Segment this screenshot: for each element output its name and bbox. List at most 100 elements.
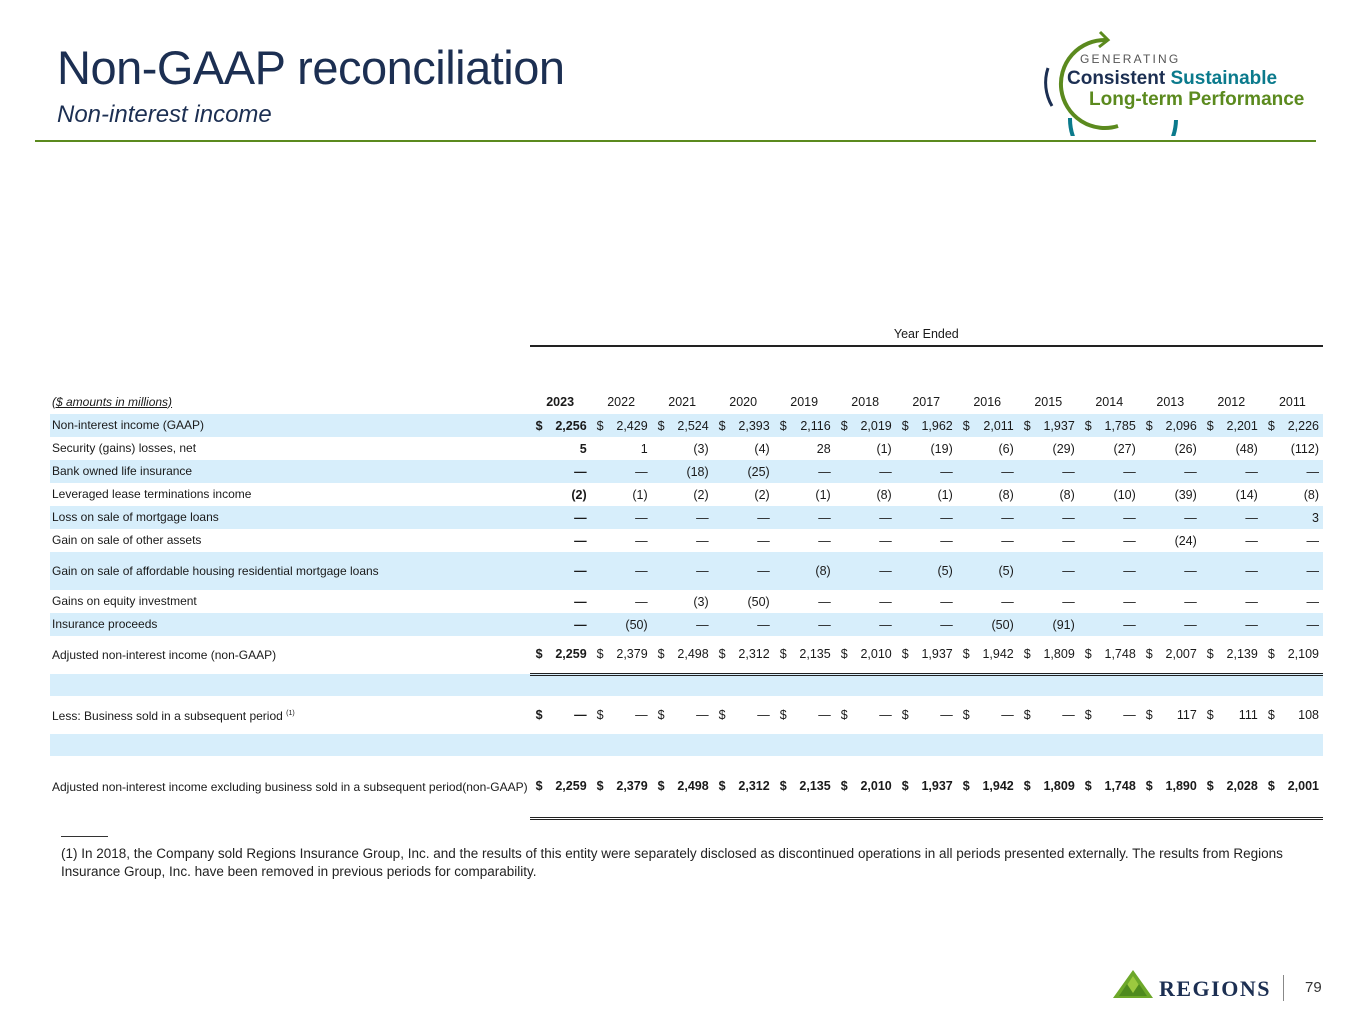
year-header: 2011	[1278, 395, 1306, 409]
value-cell: 1,809	[1032, 636, 1079, 676]
value-cell: —	[849, 552, 896, 590]
value-cell: (10)	[1113, 487, 1136, 502]
value-cell: —	[879, 594, 892, 609]
dollar-sign	[957, 529, 972, 552]
dollar-sign	[1140, 590, 1155, 613]
regions-logo: REGIONS	[1113, 968, 1283, 1002]
row-label: Gain on sale of other assets	[50, 529, 530, 552]
dollar-sign: $	[834, 756, 850, 820]
dollar-sign	[529, 552, 545, 590]
dollar-sign	[1139, 506, 1155, 529]
value-cell: —	[910, 613, 957, 636]
dollar-sign	[651, 552, 667, 590]
dollar-sign	[1261, 613, 1277, 636]
dollar-sign	[896, 590, 911, 613]
year-header: 2015	[1034, 395, 1063, 409]
row-label: Leveraged lease terminations income	[50, 483, 530, 506]
dollar-sign	[651, 506, 667, 529]
dollar-sign: $	[1267, 708, 1275, 722]
generating-performance-logo: GENERATING Consistent Sustainable Long-t…	[1036, 28, 1326, 136]
value-cell: —	[605, 506, 652, 529]
dollar-sign: $	[956, 414, 972, 437]
dollar-sign	[1262, 529, 1277, 552]
dollar-sign	[1078, 506, 1094, 529]
value-cell: (2)	[693, 487, 709, 502]
logo-consistent-sustainable: Consistent Sustainable	[1067, 68, 1277, 90]
dollar-sign: $	[1139, 756, 1155, 820]
value-cell: —	[788, 460, 835, 483]
dollar-sign: $	[590, 756, 606, 820]
value-cell: —	[696, 708, 709, 722]
dollar-sign	[774, 529, 789, 552]
table-row: Insurance proceeds — (50) — — — — — (50) (91) — — — —	[50, 613, 1323, 636]
value-cell: (39)	[1174, 487, 1197, 502]
dollar-sign	[1200, 552, 1216, 590]
value-cell: 2,028	[1215, 756, 1262, 820]
dollar-sign	[896, 529, 911, 552]
dollar-sign	[957, 483, 972, 506]
value-cell: 117	[1176, 708, 1197, 722]
value-cell: (8)	[876, 487, 892, 502]
table-row: Adjusted non-interest income (non-GAAP) $…	[50, 636, 1323, 676]
dollar-sign	[1079, 590, 1094, 613]
value-cell: (1)	[937, 487, 953, 502]
value-cell: 2,498	[666, 756, 713, 820]
dollar-sign: $	[1017, 414, 1033, 437]
dollar-sign	[1262, 590, 1277, 613]
value-cell: (8)	[1059, 487, 1075, 502]
dollar-sign	[652, 483, 667, 506]
value-cell: —	[788, 613, 835, 636]
dollar-sign	[1018, 437, 1033, 460]
row-label: Adjusted non-interest income excluding b…	[50, 756, 530, 818]
value-cell: —	[940, 594, 953, 609]
dollar-sign: $	[1261, 636, 1277, 676]
row-label: Gain on sale of affordable housing resid…	[50, 552, 530, 590]
dollar-sign	[835, 529, 850, 552]
value-cell: —	[1123, 708, 1136, 722]
year-header: 2014	[1095, 395, 1124, 409]
value-cell: —	[727, 552, 774, 590]
dollar-sign: $	[529, 414, 545, 437]
dollar-sign: $	[1078, 756, 1094, 820]
dollar-sign: $	[1017, 756, 1033, 820]
dollar-sign	[1261, 460, 1277, 483]
value-cell: 2,379	[605, 756, 652, 820]
value-cell: 1,748	[1093, 636, 1140, 676]
dollar-sign	[530, 483, 545, 506]
footnote-separator	[61, 836, 108, 837]
value-cell: —	[1001, 594, 1014, 609]
value-cell: (50)	[747, 594, 770, 609]
dollar-sign	[652, 590, 667, 613]
dollar-sign	[773, 460, 789, 483]
value-cell: —	[1032, 460, 1079, 483]
value-cell: —	[1245, 594, 1258, 609]
dollar-sign: $	[895, 756, 911, 820]
dollar-sign	[896, 483, 911, 506]
dollar-sign	[712, 506, 728, 529]
value-cell: —	[1093, 460, 1140, 483]
table-row: Gain on sale of other assets — — — — — — — — — — (2…	[50, 529, 1323, 552]
value-cell: —	[1276, 613, 1323, 636]
dollar-sign	[1201, 483, 1216, 506]
dollar-sign: $	[956, 756, 972, 820]
value-cell: —	[574, 594, 587, 609]
value-cell: —	[1215, 506, 1262, 529]
dollar-sign: $	[834, 636, 850, 676]
dollar-sign	[651, 460, 667, 483]
value-cell: —	[879, 533, 892, 548]
value-cell: —	[1093, 613, 1140, 636]
dollar-sign	[895, 613, 911, 636]
table-row: Gain on sale of affordable housing resid…	[50, 552, 1323, 590]
table-row: Non-interest income (GAAP) $2,256 $2,429 $2…	[50, 414, 1323, 437]
dollar-sign: $	[895, 414, 911, 437]
dollar-sign	[529, 460, 545, 483]
value-cell: 1,942	[971, 756, 1018, 820]
value-cell: (27)	[1113, 441, 1136, 456]
value-cell: —	[1276, 460, 1323, 483]
value-cell: 2,312	[727, 756, 774, 820]
value-cell: —	[635, 708, 648, 722]
year-header: 2022	[607, 395, 636, 409]
value-cell: 2,226	[1276, 414, 1323, 437]
value-cell: 5	[579, 441, 587, 456]
blank-row	[50, 674, 1323, 696]
